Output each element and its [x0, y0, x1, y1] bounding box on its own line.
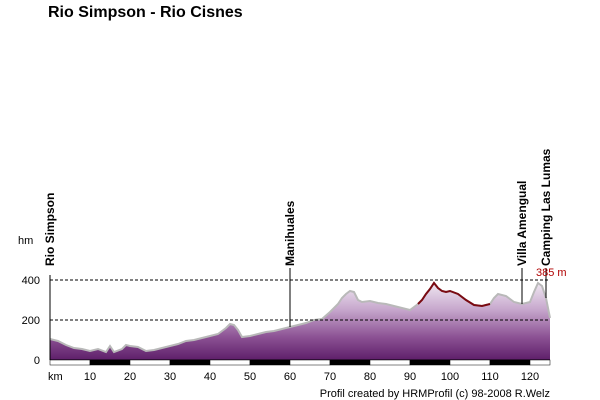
- scale-segment: [489, 359, 531, 366]
- x-axis-label: km: [48, 371, 63, 383]
- scale-segment: [449, 359, 491, 366]
- y-tick-label-400: 400: [22, 275, 40, 287]
- scale-segment: [529, 359, 551, 366]
- x-tick-label-80: 80: [364, 371, 376, 383]
- x-tick-label-40: 40: [204, 371, 216, 383]
- x-tick-label-110: 110: [481, 371, 499, 383]
- chart-title: Rio Simpson - Rio Cisnes: [48, 4, 243, 21]
- y-tick-label-200: 200: [22, 315, 40, 327]
- x-tick-label-10: 10: [84, 371, 96, 383]
- scale-segment: [209, 359, 251, 366]
- x-tick-label-30: 30: [164, 371, 176, 383]
- credit-text: Profil created by HRMProfil (c) 98-2008 …: [320, 388, 550, 400]
- scale-segment: [329, 359, 371, 366]
- x-tick-label-60: 60: [284, 371, 296, 383]
- scale-segment: [49, 359, 91, 366]
- place-label: Manihuales: [283, 200, 297, 266]
- scale-segment: [249, 359, 291, 366]
- scale-segment: [129, 359, 171, 366]
- x-tick-label-20: 20: [124, 371, 136, 383]
- scale-segment: [289, 359, 331, 366]
- x-tick-label-90: 90: [404, 371, 416, 383]
- elevation-area: [50, 283, 550, 360]
- place-label: Camping Las Lumas: [539, 148, 553, 266]
- scale-segment: [89, 359, 131, 366]
- x-tick-label-100: 100: [441, 371, 459, 383]
- highlighted-segment-line: [417, 281, 491, 308]
- scale-segment: [369, 359, 411, 366]
- x-tick-label-70: 70: [324, 371, 336, 383]
- x-tick-label-120: 120: [521, 371, 539, 383]
- scale-segment: [409, 359, 451, 366]
- place-label: Rio Simpson: [43, 193, 57, 266]
- y-axis-label: hm: [18, 235, 33, 247]
- max-elevation-label: 385 m: [536, 267, 567, 279]
- x-tick-label-50: 50: [244, 371, 256, 383]
- place-label: Villa Amengual: [515, 181, 529, 266]
- y-tick-label-0: 0: [34, 355, 40, 367]
- scale-segment: [169, 359, 211, 366]
